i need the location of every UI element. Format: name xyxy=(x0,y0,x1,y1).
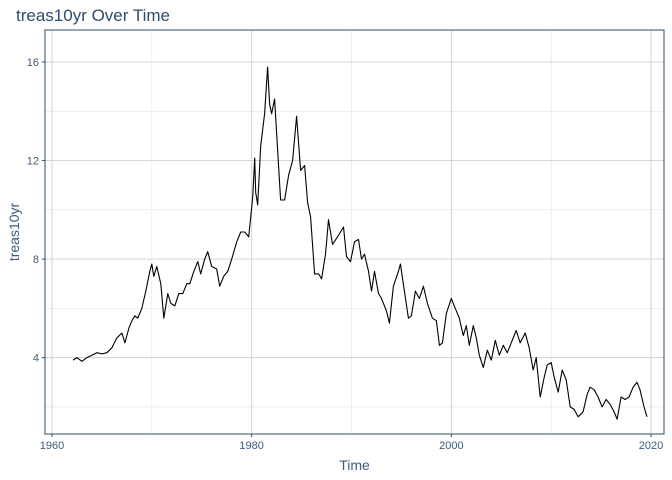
series-line-treas10yr xyxy=(72,66,648,420)
y-axis-title: treas10yr xyxy=(6,202,22,261)
x-tick-label: 2000 xyxy=(439,440,463,452)
x-tick-label: 1960 xyxy=(40,440,64,452)
y-tick-label: 12 xyxy=(27,156,39,168)
grid-lines xyxy=(45,30,664,434)
x-axis-title: Time xyxy=(339,457,370,473)
y-tick-label: 4 xyxy=(33,353,39,365)
axis-ticks: 1960 1980 2000 2020 4 8 12 16 xyxy=(27,57,664,452)
y-tick-label: 16 xyxy=(27,57,39,69)
plot-panel-border xyxy=(44,29,665,435)
y-tick-label: 8 xyxy=(33,254,39,266)
series-layer xyxy=(72,66,648,420)
x-tick-label: 1980 xyxy=(239,440,263,452)
x-tick-label: 2020 xyxy=(639,440,663,452)
chart-title: treas10yr Over Time xyxy=(16,6,170,25)
